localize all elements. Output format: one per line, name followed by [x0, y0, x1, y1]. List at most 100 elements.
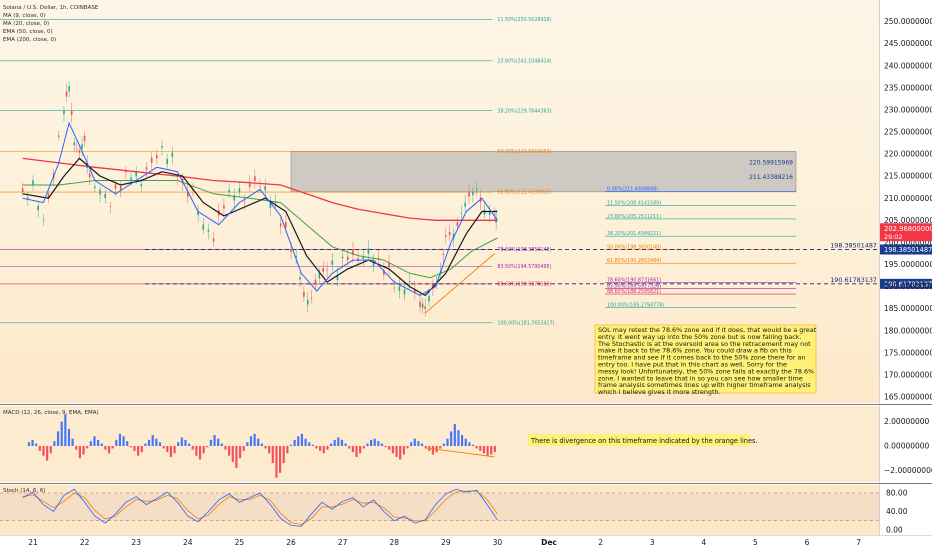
time-tick-label: 24 [183, 538, 193, 547]
candle-body [197, 211, 199, 216]
fib-right-label: 61.80%(195.2652484) [607, 258, 661, 264]
ema50-line[interactable] [22, 180, 498, 279]
candle-body [318, 272, 321, 279]
candle-body [424, 306, 426, 309]
macd-hist-bar [177, 442, 180, 446]
macd-hist-bar [340, 439, 344, 446]
macd-hist-bar [490, 446, 493, 455]
price-tick-label: 205.00000000 [884, 216, 932, 225]
time-tick-label: Dec [541, 538, 557, 547]
candle-body [264, 186, 266, 191]
candle-body [414, 288, 416, 293]
macd-hist-bar [166, 446, 169, 453]
macd-hist-bar [246, 442, 249, 446]
candle-body [233, 195, 236, 201]
macd-hist-bar [308, 442, 311, 446]
macd-hist-bar [450, 431, 453, 446]
ema200-line[interactable] [22, 157, 498, 221]
analysis-note-line: which I believe gives it more strength. [598, 388, 721, 396]
candle-body [331, 260, 334, 265]
candle-body [448, 232, 451, 235]
macd-tick-label: 0.00000000 [884, 442, 930, 451]
resistance-zone-rect[interactable] [290, 151, 797, 193]
divergence-trendline-price[interactable] [424, 253, 496, 314]
analysis-note-line: zone. I wanted to leave that in so you c… [598, 374, 803, 382]
current-price-label: 202.96800000 [884, 225, 932, 233]
stoch-d-line[interactable] [22, 490, 498, 525]
macd-hist-bar [191, 446, 194, 450]
candle-body [460, 212, 463, 214]
candle-body [299, 277, 301, 280]
macd-hist-bar [253, 433, 256, 446]
stoch-axis-layer: 80.00 40.00 0.00 [886, 489, 908, 535]
macd-hist-bar [107, 446, 111, 454]
macd-hist-bar [311, 444, 314, 446]
legend-ma9[interactable]: MA (9, close, 0) [3, 13, 46, 19]
macd-hist-bar [155, 438, 158, 446]
macd-hist-bar [333, 439, 336, 446]
macd-hist-bar [471, 444, 475, 446]
fib-left-label: 88.60%(190.6178313) [497, 282, 551, 288]
macd-hist-bar [86, 446, 89, 449]
fib-left-label: 38.20%(229.7644363) [497, 108, 551, 114]
macd-hist-bar [380, 443, 384, 446]
analysis-note-line: entry too. I have put that in this chart… [598, 361, 787, 369]
macd-title: MACD (12, 26, close, 9, EMA, EMA) [3, 410, 99, 416]
macd-hist-bar [399, 446, 402, 460]
price-tick-label: 210.00000000 [884, 194, 932, 203]
legend-ma20[interactable]: MA (20, close, 0) [3, 21, 49, 27]
divergence-note-text: There is divergence on this timeframe in… [530, 437, 758, 445]
candle-body [445, 235, 447, 237]
chart-title: Solana / U.S. Dollar, 1h, COINBASE [3, 5, 99, 11]
candle-body [403, 289, 406, 295]
macd-hist-bar [49, 446, 52, 454]
macd-hist-bar [202, 446, 205, 454]
candle-body [150, 157, 153, 163]
macd-hist-bar [315, 446, 318, 449]
candle-body [99, 189, 101, 195]
ma20-line[interactable] [22, 157, 498, 297]
time-tick-label: 5 [753, 538, 758, 547]
analysis-note-line: entry. It went way up into the 50% zone … [598, 333, 801, 341]
time-tick-label: 7 [856, 538, 861, 547]
divergence-trendline-macd[interactable] [425, 447, 495, 458]
macd-hist-bar [173, 446, 176, 454]
legend-ema50[interactable]: EMA (50, close, 0) [3, 29, 53, 35]
candle-body [140, 184, 143, 187]
analysis-note-box [594, 324, 817, 394]
candle-body [269, 202, 272, 209]
candle-body [161, 145, 163, 148]
stoch-k-line[interactable] [22, 488, 498, 527]
candle-body [377, 257, 380, 259]
time-tick-label: 21 [28, 538, 38, 547]
candle-body [125, 171, 127, 173]
candle-body [472, 191, 474, 196]
fib-right-label: 88.60%(188.2595821) [607, 289, 661, 295]
time-tick-label: 2 [598, 538, 603, 547]
candle-body [212, 238, 215, 242]
macd-hist-bar [319, 446, 322, 451]
fib-right-label: 11.50%(208.4141589) [607, 200, 661, 206]
time-tick-label: 22 [80, 538, 90, 547]
candle-body [367, 248, 370, 254]
fib-right-label: 23.60%(205.2511211) [607, 214, 661, 220]
fib-left-label: 23.60%(241.1048414) [497, 58, 551, 64]
macd-hist-bar [297, 436, 300, 446]
candle-body [388, 262, 390, 268]
candle-body [223, 205, 225, 209]
price-tick-label: 235.00000000 [884, 83, 932, 92]
candle-body [119, 185, 122, 191]
price-tick-label: 175.00000000 [884, 348, 932, 357]
macd-hist-bar [337, 437, 340, 446]
macd-hist-bar [78, 446, 81, 459]
candle-body [408, 280, 411, 283]
macd-hist-bar [424, 446, 427, 449]
macd-hist-bar [238, 446, 242, 459]
macd-hist-bar [169, 446, 172, 457]
ma9-line[interactable] [22, 121, 498, 296]
dashed-level-axis-tag-label: 198.38501487 [884, 246, 932, 254]
price-tick-label: 245.00000000 [884, 39, 932, 48]
legend-ema200[interactable]: EMA (200, close, 0) [3, 37, 56, 43]
candle-body [393, 287, 395, 289]
